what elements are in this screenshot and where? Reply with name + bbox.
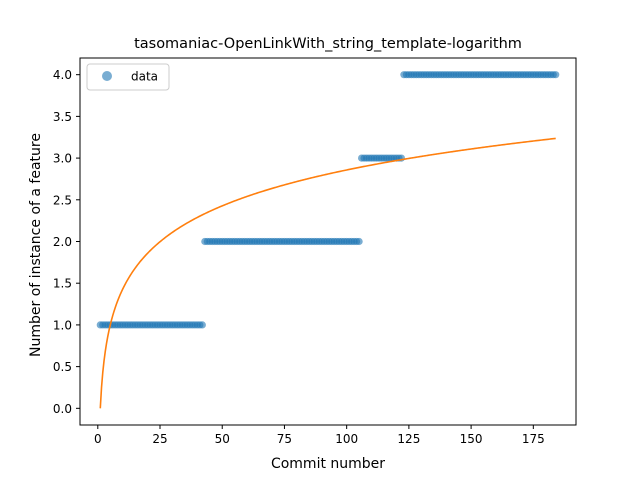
y-tick-label: 1.5	[53, 277, 72, 291]
y-tick-label: 3.0	[53, 152, 72, 166]
x-tick-label: 0	[94, 432, 102, 446]
chart-title: tasomaniac-OpenLinkWith_string_template-…	[134, 36, 522, 52]
x-tick-label: 125	[397, 432, 420, 446]
x-tick-label: 75	[277, 432, 292, 446]
fit-line	[99, 137, 556, 409]
legend-marker-data	[102, 71, 112, 81]
x-axis-label: Commit number	[271, 456, 385, 472]
data-point	[552, 71, 560, 79]
y-tick-label: 4.0	[53, 68, 72, 82]
y-tick-label: 2.5	[53, 193, 72, 207]
legend-box	[86, 63, 170, 91]
axes: 0 25 50 75 100 125 150 175 0.0 0.5 1.0 1.5 2.0 2.5 3.0…	[53, 57, 577, 446]
legend-label-data: data	[131, 70, 158, 84]
x-tick-label: 150	[460, 432, 483, 446]
data-point	[198, 321, 206, 329]
x-tick-label: 100	[335, 432, 358, 446]
legend: data	[86, 63, 170, 91]
y-tick-label: 2.0	[53, 235, 72, 249]
x-tick-label: 175	[522, 432, 545, 446]
y-tick-label: 1.0	[53, 318, 72, 332]
x-tick-label: 50	[215, 432, 230, 446]
y-tick-label: 3.5	[53, 110, 72, 124]
x-tick-label: 25	[152, 432, 167, 446]
y-tick-label: 0.0	[53, 402, 72, 416]
scatter-series-data	[96, 71, 560, 329]
data-point	[355, 237, 363, 246]
y-tick-label: 0.5	[53, 360, 72, 374]
y-axis-label: Number of instance of a feature	[28, 133, 44, 357]
plot-area	[96, 71, 560, 409]
